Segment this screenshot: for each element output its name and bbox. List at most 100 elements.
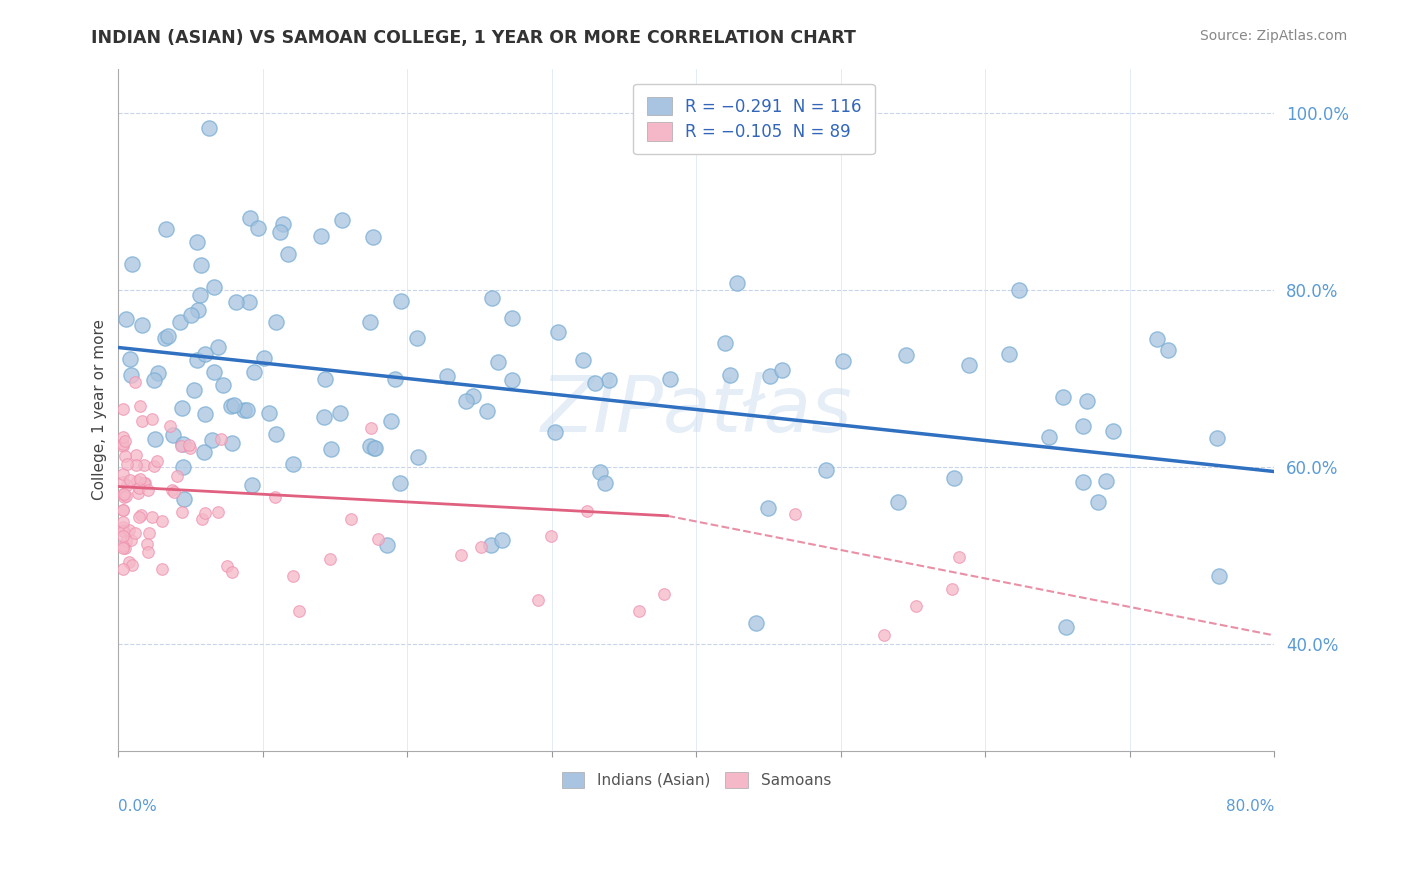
Point	[1146, 332, 1168, 346]
Point	[572, 353, 595, 368]
Point	[330, 212, 353, 227]
Point	[114, 449, 136, 463]
Point	[406, 450, 429, 464]
Point	[115, 478, 138, 492]
Point	[112, 541, 135, 556]
Point	[111, 561, 134, 575]
Point	[264, 427, 287, 442]
Point	[221, 565, 243, 579]
Point	[1095, 474, 1118, 488]
Point	[314, 410, 336, 425]
Point	[367, 532, 389, 546]
Point	[997, 347, 1019, 361]
Point	[131, 413, 153, 427]
Point	[166, 468, 188, 483]
Point	[112, 524, 135, 538]
Point	[209, 432, 232, 446]
Point	[190, 512, 212, 526]
Point	[375, 538, 398, 552]
Point	[1076, 393, 1098, 408]
Point	[1052, 390, 1074, 404]
Point	[491, 533, 513, 548]
Point	[1071, 418, 1094, 433]
Point	[725, 276, 748, 290]
Point	[583, 376, 606, 391]
Point	[359, 440, 381, 454]
Point	[150, 562, 173, 576]
Point	[142, 373, 165, 387]
Point	[627, 604, 650, 618]
Point	[264, 315, 287, 329]
Point	[114, 541, 136, 555]
Point	[941, 582, 963, 596]
Point	[905, 599, 928, 614]
Text: INDIAN (ASIAN) VS SAMOAN COLLEGE, 1 YEAR OR MORE CORRELATION CHART: INDIAN (ASIAN) VS SAMOAN COLLEGE, 1 YEAR…	[91, 29, 856, 46]
Point	[745, 615, 768, 630]
Point	[186, 235, 208, 249]
Point	[127, 486, 149, 500]
Point	[544, 425, 567, 439]
Point	[146, 454, 169, 468]
Point	[225, 294, 247, 309]
Point	[114, 434, 136, 449]
Point	[887, 495, 910, 509]
Point	[501, 373, 523, 387]
Point	[111, 503, 134, 517]
Point	[321, 442, 343, 456]
Point	[114, 312, 136, 326]
Point	[111, 467, 134, 481]
Point	[264, 491, 287, 505]
Point	[240, 478, 263, 492]
Point	[112, 539, 135, 553]
Point	[389, 294, 412, 309]
Point	[239, 211, 262, 225]
Point	[718, 368, 741, 382]
Point	[148, 367, 170, 381]
Point	[527, 592, 550, 607]
Point	[454, 393, 477, 408]
Point	[242, 365, 264, 379]
Point	[238, 295, 260, 310]
Point	[187, 302, 209, 317]
Point	[150, 514, 173, 528]
Point	[759, 368, 782, 383]
Point	[183, 384, 205, 398]
Point	[328, 406, 350, 420]
Point	[121, 558, 143, 573]
Point	[157, 329, 180, 343]
Text: ZIPatłas: ZIPatłas	[540, 371, 852, 448]
Point	[112, 402, 135, 417]
Point	[224, 398, 246, 412]
Point	[219, 399, 242, 413]
Point	[115, 457, 138, 471]
Point	[172, 437, 194, 451]
Point	[111, 436, 134, 450]
Point	[253, 351, 276, 365]
Point	[172, 505, 194, 519]
Point	[288, 604, 311, 618]
Point	[128, 481, 150, 495]
Point	[589, 465, 612, 479]
Point	[319, 551, 342, 566]
Point	[136, 545, 159, 559]
Point	[236, 402, 259, 417]
Point	[145, 432, 167, 446]
Point	[1008, 283, 1031, 297]
Point	[115, 489, 138, 503]
Point	[201, 433, 224, 447]
Point	[141, 412, 163, 426]
Point	[814, 463, 837, 477]
Point	[129, 508, 152, 523]
Point	[1102, 424, 1125, 438]
Point	[170, 439, 193, 453]
Point	[364, 442, 387, 456]
Point	[172, 460, 194, 475]
Point	[124, 526, 146, 541]
Point	[129, 472, 152, 486]
Point	[162, 428, 184, 442]
Point	[194, 347, 217, 361]
Point	[186, 352, 208, 367]
Point	[540, 529, 562, 543]
Point	[277, 247, 299, 261]
Y-axis label: College, 1 year or more: College, 1 year or more	[93, 319, 107, 500]
